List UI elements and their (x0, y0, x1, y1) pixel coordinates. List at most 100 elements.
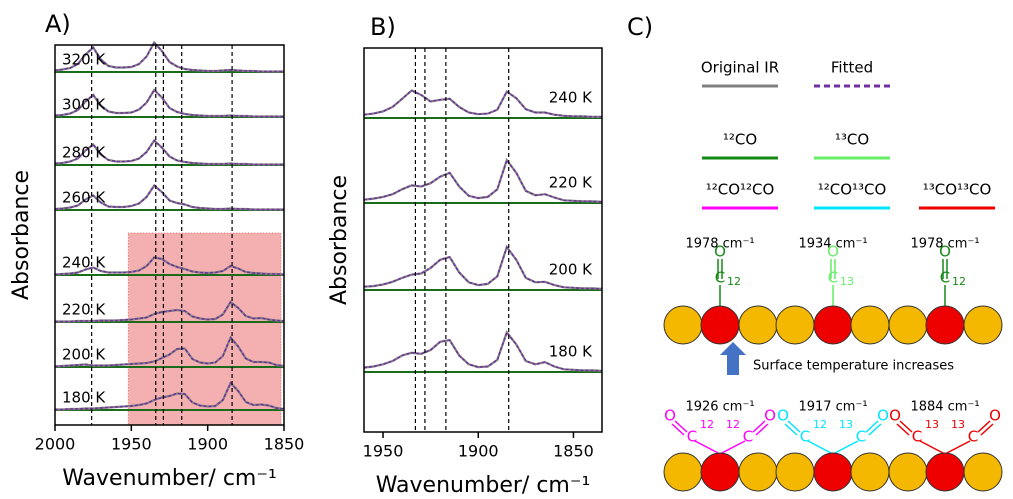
isotope-label: 12 (813, 418, 827, 431)
surface-atom (663, 452, 703, 492)
atom-label: O (989, 407, 1001, 425)
temperature-label: 220 K (549, 174, 593, 192)
atom-label: O (714, 243, 726, 261)
isotope-label: 13 (839, 418, 853, 431)
surface-atom (888, 452, 928, 492)
isotope-label: 13 (951, 418, 965, 431)
fit (363, 158, 603, 203)
y-axis-label: Absorbance (327, 175, 352, 305)
atom-label: O (827, 243, 839, 261)
isotope-label: 13 (840, 275, 854, 288)
bond (784, 423, 798, 436)
isotope-label: 13 (925, 418, 939, 431)
fit (54, 184, 284, 211)
x-tick-label: 1900 (187, 435, 228, 454)
surface-atom (813, 452, 853, 492)
bond (674, 420, 688, 433)
x-axis-label: Wavenumber/ cm⁻¹ (376, 473, 591, 498)
atom-label: C (715, 269, 725, 287)
bond (980, 423, 994, 436)
temperature-label: 240 K (62, 254, 106, 272)
panel-label: B) (370, 13, 396, 41)
temperature-label: 240 K (549, 89, 593, 107)
highlight-region (127, 232, 282, 426)
surface-atom (663, 305, 703, 345)
temperature-label: 180 K (549, 343, 593, 361)
fit (363, 245, 603, 290)
plot-frame (54, 44, 285, 426)
bond (694, 440, 721, 455)
x-tick-label: 2000 (35, 435, 76, 454)
atom-label: C (687, 428, 697, 446)
temperature-label: 300 K (62, 96, 106, 114)
surface-atom (888, 305, 928, 345)
atom-label: C (743, 428, 753, 446)
legend-label: Fitted (831, 59, 873, 77)
temperature-label: 180 K (62, 389, 106, 407)
surface-atom (963, 305, 1003, 345)
bond (787, 420, 801, 433)
isotope-label: 12 (700, 418, 714, 431)
atom-label: C (800, 428, 810, 446)
atom-label: O (877, 407, 889, 425)
bond (807, 440, 834, 455)
panel-label: A) (45, 10, 71, 38)
plot-frame (363, 47, 603, 433)
fit (55, 300, 285, 323)
surface-atom (700, 452, 740, 492)
bond (919, 440, 946, 455)
x-axis-label: Wavenumber/ cm⁻¹ (62, 466, 277, 491)
bond (868, 423, 882, 436)
isotope-label: 12 (726, 418, 740, 431)
surface-atom (738, 452, 778, 492)
bond (899, 420, 913, 433)
bond (977, 420, 991, 433)
surface-atom (850, 452, 890, 492)
atom-label: O (889, 407, 901, 425)
fit (363, 330, 603, 372)
surface-atom (963, 452, 1003, 492)
atom-label: O (939, 243, 951, 261)
frequency-label: 1926 cm⁻¹ (685, 400, 754, 415)
x-tick-label: 1950 (363, 442, 404, 461)
x-tick-label: 1900 (458, 442, 499, 461)
panel-label: C) (627, 13, 653, 41)
temperature-label: 280 K (62, 144, 106, 162)
surface-atom (850, 305, 890, 345)
frequency-label: 1884 cm⁻¹ (910, 400, 979, 415)
legend-label: ¹³CO¹³CO (923, 181, 992, 199)
fit (55, 381, 285, 411)
temperature-label: 200 K (549, 261, 593, 279)
atom-label: C (856, 428, 866, 446)
bond (896, 423, 910, 436)
isotope-label: 12 (727, 275, 741, 288)
frequency-label: 1917 cm⁻¹ (798, 400, 867, 415)
atom-label: C (828, 269, 838, 287)
bond (755, 423, 769, 436)
fit (54, 41, 284, 73)
legend-label: ¹²CO (723, 131, 757, 149)
bond (671, 423, 685, 436)
frequency-label: 1978 cm⁻¹ (685, 237, 754, 252)
legend-label: Original IR (701, 59, 779, 77)
legend-label: ¹²CO¹²CO (706, 181, 775, 199)
temperature-label: 200 K (62, 346, 106, 364)
temperature-label: 320 K (62, 51, 106, 69)
bond (944, 440, 971, 455)
surface-atom (925, 452, 965, 492)
y-axis-label: Absorbance (9, 170, 34, 300)
spectrum (363, 89, 602, 118)
temperature-label: 220 K (62, 301, 106, 319)
surface-atom (700, 305, 740, 345)
spectrum (54, 256, 285, 276)
x-tick-label: 1850 (264, 435, 305, 454)
atom-label: C (912, 428, 922, 446)
surface-atom (775, 305, 815, 345)
arrow-label: Surface temperature increases (753, 359, 954, 374)
atom-label: C (940, 269, 950, 287)
atom-label: O (777, 407, 789, 425)
bond (719, 440, 746, 455)
x-tick-label: 1950 (111, 435, 152, 454)
atom-label: C (968, 428, 978, 446)
